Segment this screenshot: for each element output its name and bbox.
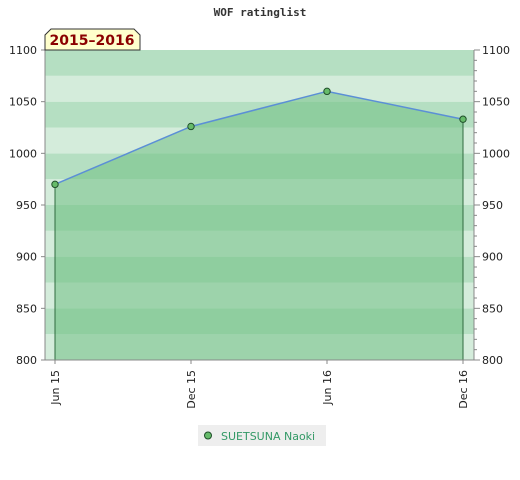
series-markers [51,87,467,189]
series-line [54,90,464,186]
data-point [323,87,331,96]
left-tick-label: 1000 [9,147,37,160]
right-tick-label: 800 [482,354,503,367]
left-tick-label: 950 [16,199,37,212]
left-tick-label: 850 [16,302,37,315]
series-area-layer [54,91,464,360]
data-point [187,122,195,131]
legend-box [198,425,326,446]
right-tick-label: 1100 [482,44,510,57]
period-label-text: 2015–2016 [50,33,135,49]
right-tick-label: 1000 [482,147,510,160]
x-tick-label: Jun 16 [321,370,334,406]
data-point [51,180,59,189]
legend[interactable]: SUETSUNA Naoki [198,425,326,446]
grid-band [45,50,474,76]
x-axis-ticks: Jun 15 Dec 15 Jun 16 Dec 16 [49,360,470,409]
left-tick-label: 900 [16,251,37,264]
legend-marker-icon [204,431,212,440]
x-tick-label: Jun 15 [49,370,62,406]
chart-title: WOF ratinglist [214,6,307,19]
right-tick-label: 850 [482,302,503,315]
series-line-layer [54,90,464,186]
grid-band [45,75,474,102]
x-tick-label: Dec 16 [457,370,470,409]
right-tick-label: 1050 [482,96,510,109]
left-tick-label: 800 [16,354,37,367]
period-label: 2015–2016 [44,28,141,51]
legend-entry[interactable]: SUETSUNA Naoki [221,430,315,443]
right-axis-ticks: 800 850 900 950 1000 1050 1100 [474,44,510,367]
series-area [55,91,463,360]
period-label-box [44,28,141,51]
left-tick-label: 1100 [9,44,37,57]
x-tick-label: Dec 15 [185,370,198,409]
right-tick-label: 950 [482,199,503,212]
right-tick-label: 900 [482,251,503,264]
data-point [459,115,467,123]
left-tick-label: 1050 [9,96,37,109]
left-axis-ticks: 800 850 900 950 1000 1050 1100 [9,44,45,367]
